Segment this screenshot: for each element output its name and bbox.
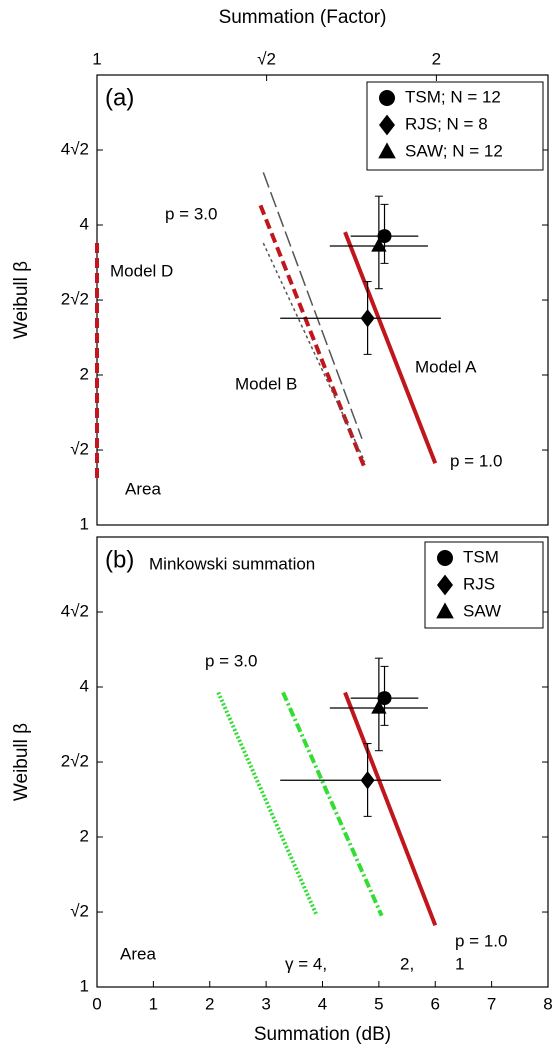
marker (377, 691, 392, 706)
annotation: p = 3.0 (165, 204, 217, 223)
x2-axis-label: Summation (Factor) (219, 7, 387, 28)
y-axis-label: Weibull β (11, 723, 32, 801)
model-line (281, 691, 384, 917)
marker (360, 309, 375, 328)
annotation: p = 1.0 (450, 451, 502, 470)
marker (371, 237, 387, 252)
y-tick-label: 4√2 (61, 601, 89, 620)
x-tick-label: 2 (205, 994, 214, 1013)
annotation: 1 (455, 954, 464, 973)
annotation: Model A (415, 357, 477, 376)
y-tick-label: 4 (80, 214, 89, 233)
x-tick-label: 8 (543, 994, 552, 1013)
legend-label: TSM; N = 12 (405, 87, 501, 106)
y-axis-label: Weibull β (11, 261, 32, 339)
model-line (262, 242, 366, 462)
annotation: Model D (110, 261, 173, 280)
legend-label: SAW; N = 12 (405, 141, 503, 160)
x-tick-label: 1 (149, 994, 158, 1013)
marker (360, 771, 375, 790)
legend-marker (379, 114, 395, 136)
annotation: p = 3.0 (205, 651, 257, 670)
x-tick-label: 4 (318, 994, 327, 1013)
legend-label: RJS; N = 8 (405, 114, 488, 133)
annotation: 2, (400, 954, 414, 973)
y-tick-label: √2 (70, 440, 89, 459)
legend-marker (436, 602, 454, 619)
annotation: Area (125, 479, 161, 498)
y-tick-label: √2 (70, 902, 89, 921)
model-line (343, 691, 438, 927)
x2-tick-label: 1 (92, 49, 101, 68)
marker (371, 699, 387, 714)
legend-label: RJS (463, 574, 495, 593)
x2-tick-label: 2 (432, 49, 441, 68)
x-tick-label: 3 (261, 994, 270, 1013)
x-tick-label: 0 (92, 994, 101, 1013)
panel-label: (a) (105, 84, 134, 111)
panel-label: (b) (105, 546, 134, 573)
model-line (216, 691, 319, 917)
legend-marker (378, 142, 396, 159)
subtitle: Minkowski summation (149, 554, 315, 573)
y-tick-label: 4 (80, 676, 89, 695)
x-tick-label: 6 (431, 994, 440, 1013)
y-tick-label: 2 (80, 364, 89, 383)
legend-marker (437, 574, 453, 596)
model-line (262, 172, 363, 439)
model-line (343, 231, 438, 465)
annotation: Model B (235, 374, 297, 393)
legend-label: TSM (463, 547, 499, 566)
x-tick-label: 7 (487, 994, 496, 1013)
y-tick-label: 2√2 (61, 752, 89, 771)
y-tick-label: 2 (80, 826, 89, 845)
y-tick-label: 1 (80, 976, 89, 995)
legend-label: SAW (463, 601, 501, 620)
x-tick-label: 5 (374, 994, 383, 1013)
legend-box (366, 81, 544, 171)
x2-tick-label: √2 (257, 49, 276, 68)
marker (377, 229, 392, 244)
model-line (258, 204, 367, 469)
x-axis-label: Summation (dB) (254, 1024, 391, 1045)
y-tick-label: 2√2 (61, 290, 89, 309)
legend-marker (437, 550, 453, 566)
annotation: Area (120, 944, 156, 963)
annotation: p = 1.0 (455, 931, 507, 950)
y-tick-label: 1 (80, 514, 89, 533)
annotation: γ = 4, (285, 954, 327, 973)
legend-marker (379, 90, 395, 106)
y-tick-label: 4√2 (61, 139, 89, 158)
